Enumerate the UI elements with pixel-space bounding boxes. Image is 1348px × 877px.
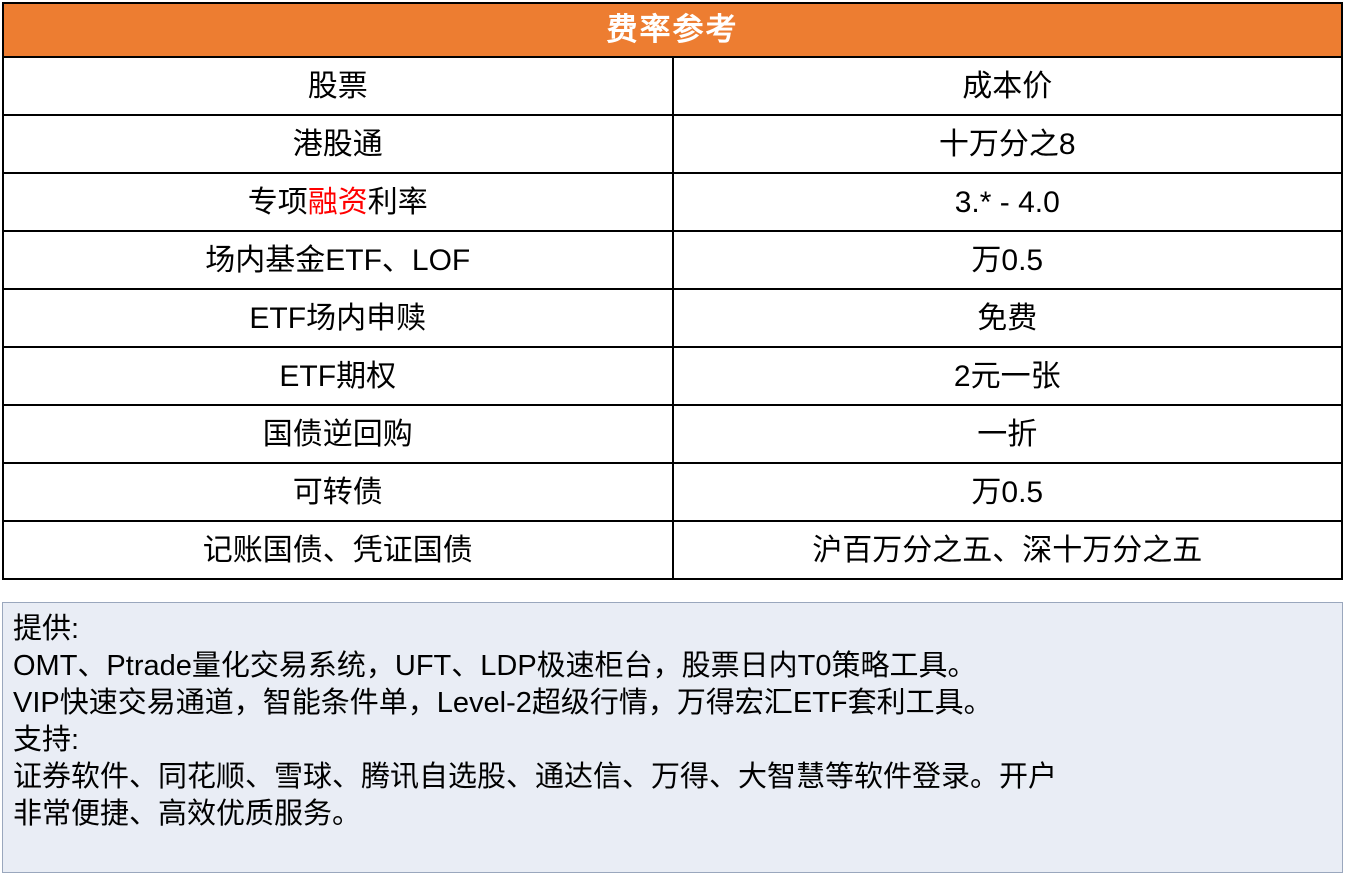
note-provide-line-2: VIP快速交易通道，智能条件单，Level-2超级行情，万得宏汇ETF套利工具。: [13, 687, 993, 719]
row-label-reverse-repo: 国债逆回购: [2, 404, 674, 464]
table-row: 记账国债、凭证国债 沪百万分之五、深十万分之五: [2, 520, 1343, 580]
column-header-cost: 成本价: [671, 56, 1343, 116]
table-row: 可转债 万0.5: [2, 462, 1343, 522]
note-support-label: 支持:: [13, 724, 80, 756]
note-provide-label: 提供:: [13, 613, 80, 645]
row-label-convertible-bond: 可转债: [2, 462, 674, 522]
row-value-etf-creation: 免费: [671, 288, 1343, 348]
row-value-hk-connect: 十万分之8: [671, 114, 1343, 174]
table-title-row: 费率参考: [2, 2, 1343, 58]
table-row: ETF期权 2元一张: [2, 346, 1343, 406]
table-row: 港股通 十万分之8: [2, 114, 1343, 174]
note-support-line-1: 证券软件、同花顺、雪球、腾讯自选股、通达信、万得、大智慧等软件登录。开户: [13, 761, 1058, 793]
row-label-etf-option: ETF期权: [2, 346, 674, 406]
table-row: ETF场内申赎 免费: [2, 288, 1343, 348]
row-label-etf-creation: ETF场内申赎: [2, 288, 674, 348]
services-note: 提供: OMT、Ptrade量化交易系统，UFT、LDP极速柜台，股票日内T0策…: [2, 602, 1343, 873]
row-value-treasury-bond: 沪百万分之五、深十万分之五: [671, 520, 1343, 580]
row-label-margin-rate-part-3: 利率: [367, 185, 428, 219]
row-label-treasury-bond: 记账国债、凭证国债: [2, 520, 674, 580]
row-label-margin-rate: 专项融资利率: [2, 172, 674, 232]
row-value-etf-option: 2元一张: [671, 346, 1343, 406]
table-row: 国债逆回购 一折: [2, 404, 1343, 464]
fee-rate-table: 费率参考 股票 成本价 港股通 十万分之8 专项融资利率 3.* - 4.0 场…: [2, 2, 1343, 580]
column-header-stock: 股票: [2, 56, 674, 116]
row-label-margin-rate-part-2: 融资: [307, 185, 368, 219]
page-title: 费率参考: [2, 2, 1343, 58]
row-label-margin-rate-part-1: 专项: [247, 185, 308, 219]
fee-rate-table-body: 费率参考 股票 成本价 港股通 十万分之8 专项融资利率 3.* - 4.0 场…: [2, 2, 1343, 580]
row-value-margin-rate: 3.* - 4.0: [671, 172, 1343, 232]
note-provide-line-1: OMT、Ptrade量化交易系统，UFT、LDP极速柜台，股票日内T0策略工具。: [13, 650, 977, 682]
row-label-hk-connect: 港股通: [2, 114, 674, 174]
row-value-convertible-bond: 万0.5: [671, 462, 1343, 522]
row-value-etf-lof: 万0.5: [671, 230, 1343, 290]
table-row: 专项融资利率 3.* - 4.0: [2, 172, 1343, 232]
row-label-etf-lof: 场内基金ETF、LOF: [2, 230, 674, 290]
row-value-reverse-repo: 一折: [671, 404, 1343, 464]
note-support-line-2: 非常便捷、高效优质服务。: [13, 798, 362, 830]
table-row: 场内基金ETF、LOF 万0.5: [2, 230, 1343, 290]
table-row: 股票 成本价: [2, 56, 1343, 116]
